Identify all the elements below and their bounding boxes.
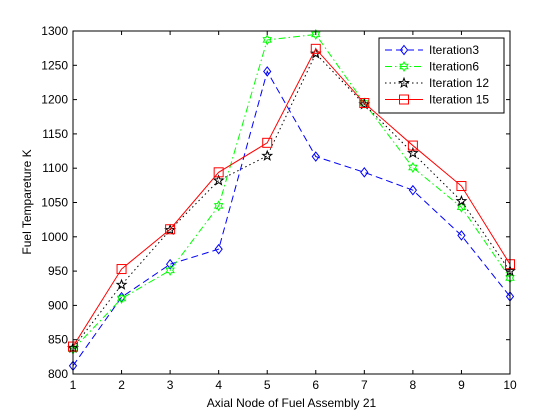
x-tick-label: 4 (215, 378, 222, 392)
y-tick-label: 850 (48, 333, 68, 347)
y-tick-label: 1300 (41, 24, 68, 38)
legend-label: Iteration 12 (429, 76, 489, 90)
x-tick-label: 10 (503, 378, 517, 392)
y-tick-label: 800 (48, 367, 68, 381)
y-tick-label: 950 (48, 264, 68, 278)
x-tick-label: 6 (312, 378, 319, 392)
x-tick-label: 9 (458, 378, 465, 392)
x-tick-label: 5 (264, 378, 271, 392)
x-tick-label: 3 (167, 378, 174, 392)
legend-label: Iteration6 (429, 60, 479, 74)
y-axis-label: Fuel Tempareture K (20, 149, 34, 254)
y-tick-label: 1000 (41, 230, 68, 244)
y-tick-label: 1150 (42, 127, 68, 141)
y-tick-label: 1050 (41, 196, 68, 210)
legend-label: Iteration3 (429, 43, 479, 57)
y-tick-label: 1100 (42, 161, 68, 175)
legend-label: Iteration 15 (429, 93, 489, 107)
x-tick-label: 8 (410, 378, 417, 392)
legend: Iteration3 Iteration6 Iteration 12 Iteratio… (379, 38, 504, 113)
x-tick-label: 7 (361, 378, 368, 392)
legend-item: Iteration 15 (385, 93, 489, 107)
x-tick-label: 2 (118, 378, 125, 392)
y-tick-label: 1250 (41, 58, 68, 72)
y-tick-label: 1200 (41, 93, 68, 107)
x-axis-label: Axial Node of Fuel Assembly 21 (207, 396, 377, 410)
y-tick-label: 900 (48, 298, 68, 312)
x-tick-label: 1 (70, 378, 77, 392)
